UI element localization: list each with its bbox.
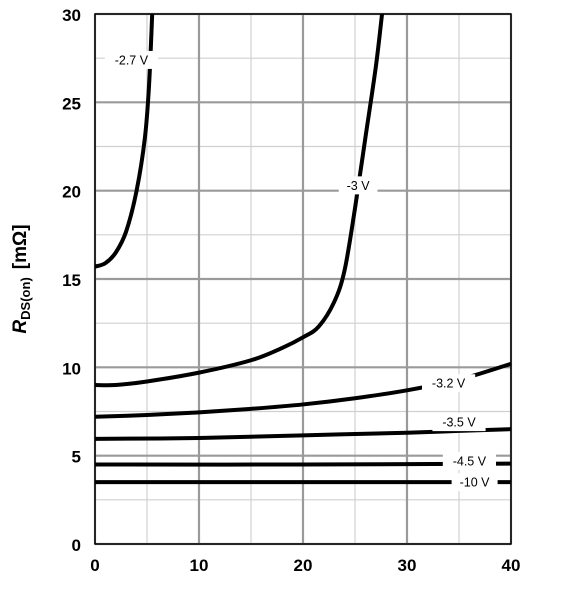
plot-frame — [94, 13, 512, 545]
series-label: -2.7 V — [104, 50, 158, 69]
series-label-bg — [432, 413, 486, 432]
series-label-bg — [442, 451, 496, 470]
y-axis-label-subscript: DS(on) — [18, 277, 33, 320]
series-label: -4.5 V — [442, 451, 496, 470]
x-axis-ticks: 0 10 20 30 40 — [90, 556, 520, 575]
series-label: -3.2 V — [422, 374, 476, 393]
y-tick-label: 25 — [62, 94, 81, 113]
series-labels: -2.7 V -3 V -3.2 V -3.5 V -4.5 V -10 V — [104, 50, 498, 492]
series-label-bg — [338, 176, 378, 195]
x-tick-label: 0 — [90, 556, 99, 575]
series-label: -3 V — [338, 176, 378, 195]
y-tick-label: 5 — [72, 448, 81, 467]
series-label-text: -3.2 V — [432, 377, 466, 391]
series-label-text: -10 V — [460, 476, 491, 490]
series-label-text: -3.5 V — [442, 416, 476, 430]
y-axis-label: RDS(on) [mΩ] — [10, 224, 33, 333]
y-tick-label: 15 — [62, 271, 81, 290]
x-tick-label: 10 — [190, 556, 209, 575]
y-axis-label-main: R — [10, 320, 31, 334]
y-tick-label: 0 — [72, 536, 81, 555]
series-label: -10 V — [451, 473, 498, 492]
series-label-bg — [451, 473, 498, 492]
x-tick-label: 30 — [398, 556, 417, 575]
series-line — [95, 14, 385, 388]
y-tick-label: 10 — [62, 359, 81, 378]
y-axis-label-unit: [mΩ] — [10, 224, 31, 269]
y-axis-ticks: 0 5 10 15 20 25 30 — [62, 6, 81, 555]
series-line — [95, 14, 155, 269]
y-tick-label: 30 — [62, 6, 81, 25]
series-label-bg — [422, 374, 476, 393]
series-label-text: -4.5 V — [453, 454, 487, 468]
series-label-text: -3 V — [347, 179, 371, 193]
series-label-text: -2.7 V — [115, 53, 149, 67]
series-label: -3.5 V — [432, 413, 486, 432]
series-label-bg — [104, 50, 158, 69]
x-tick-label: 40 — [502, 556, 521, 575]
y-tick-label: 20 — [62, 183, 81, 202]
x-tick-label: 20 — [294, 556, 313, 575]
